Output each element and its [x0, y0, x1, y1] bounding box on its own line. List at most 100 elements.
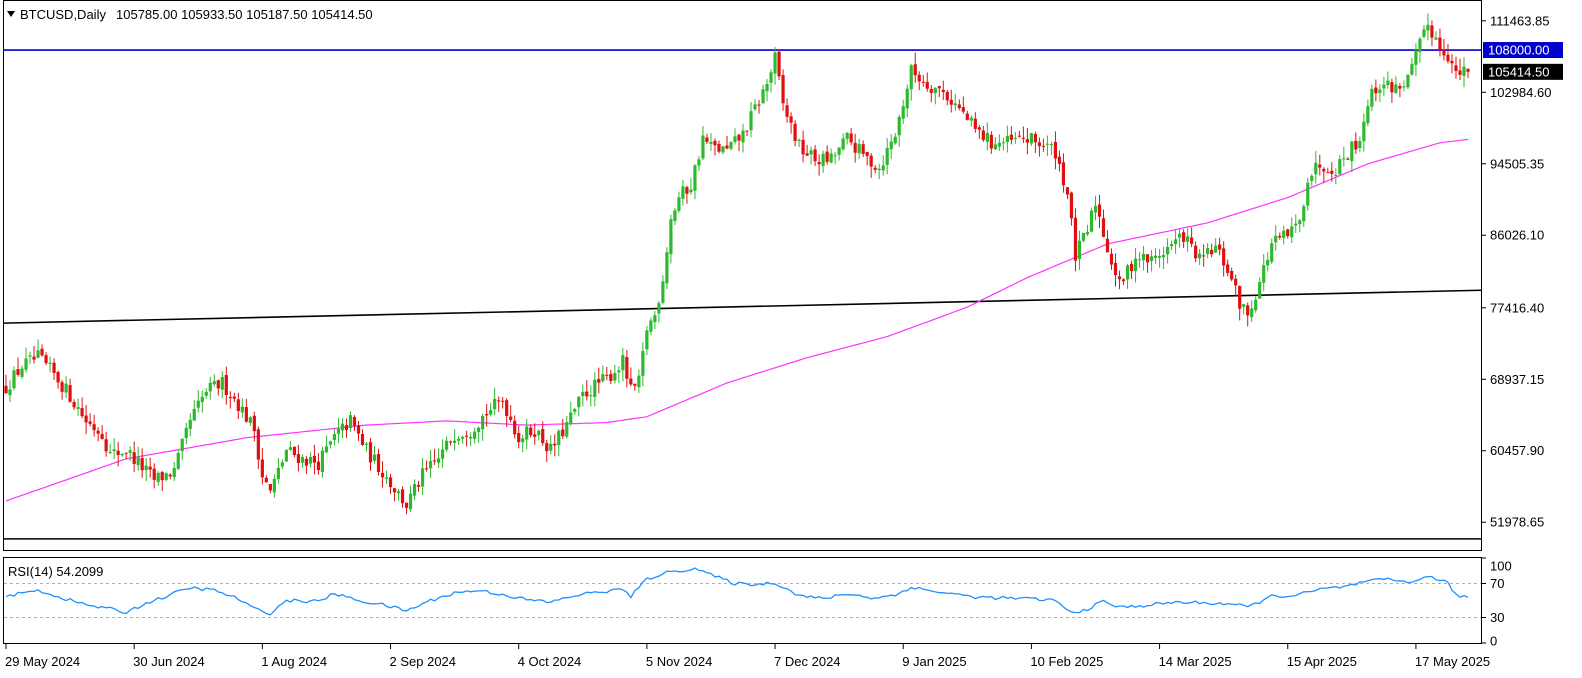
candle	[8, 380, 12, 403]
trend-line-layer	[3, 289, 1482, 324]
candle	[1041, 138, 1046, 152]
candle	[869, 153, 873, 178]
candle	[1338, 155, 1342, 176]
candle	[521, 434, 525, 453]
candle	[557, 429, 561, 457]
candle	[921, 74, 925, 87]
candle	[1105, 230, 1110, 253]
rsi-tick-label: 0	[1490, 634, 1497, 649]
candle	[20, 365, 24, 379]
candle	[713, 138, 717, 156]
candle	[461, 435, 465, 444]
candle	[1442, 38, 1446, 61]
moving-average-line	[5, 138, 1469, 502]
price-axis[interactable]: 111463.85 102984.60 94505.35 86026.10 77416.…	[1481, 13, 1551, 530]
candle	[56, 370, 60, 389]
candle	[1190, 227, 1194, 248]
candle	[929, 84, 933, 103]
rsi-tick-label: 70	[1490, 576, 1504, 591]
candle	[1370, 84, 1374, 112]
candle	[957, 99, 961, 111]
candle	[749, 101, 753, 138]
candle	[545, 440, 549, 462]
candle	[64, 376, 68, 398]
candle	[16, 357, 20, 377]
candle	[649, 317, 653, 336]
candle	[1149, 249, 1154, 272]
time-axis[interactable]: 29 May 2024 30 Jun 2024 1 Aug 2024 2 Sep 20…	[5, 644, 1490, 669]
candle	[308, 452, 313, 468]
candle	[1306, 177, 1310, 211]
candle	[92, 414, 96, 437]
candle	[773, 46, 777, 85]
candle	[825, 145, 829, 165]
candle	[1266, 252, 1270, 272]
candle	[1001, 137, 1005, 151]
last-price-label: 105414.50	[1488, 64, 1549, 79]
rsi-plot-frame	[3, 557, 1482, 644]
candle	[1137, 251, 1142, 268]
candle	[1037, 137, 1042, 157]
candle	[188, 413, 192, 437]
candle	[116, 441, 120, 467]
price-tick-label: 102984.60	[1490, 85, 1551, 100]
candle	[1214, 238, 1218, 254]
candle	[937, 85, 941, 98]
candle	[677, 191, 681, 213]
candle	[1182, 229, 1186, 248]
candle	[132, 441, 136, 472]
candle	[328, 440, 333, 449]
price-tick-label: 51978.65	[1490, 515, 1544, 530]
candle	[1270, 238, 1274, 265]
candle	[108, 443, 112, 454]
candle	[408, 485, 413, 512]
candle	[537, 429, 541, 441]
candle	[1402, 80, 1406, 92]
candle	[829, 148, 833, 164]
candle	[1234, 274, 1238, 296]
date-tick-label: 15 Apr 2025	[1287, 654, 1357, 669]
candle	[1053, 131, 1058, 170]
candle	[1354, 132, 1358, 154]
candle	[1101, 209, 1106, 238]
symbol-menu-triangle-icon[interactable]	[7, 11, 15, 17]
candle	[685, 185, 689, 204]
candle	[485, 404, 489, 427]
candle	[581, 384, 585, 407]
candle	[681, 179, 685, 206]
candle	[200, 390, 204, 413]
symbol-label[interactable]: BTCUSD,Daily	[20, 7, 106, 22]
candle	[1005, 125, 1009, 153]
candle	[865, 152, 869, 166]
date-tick-label: 17 May 2025	[1415, 654, 1490, 669]
candle	[1173, 229, 1178, 254]
support-trend-line[interactable]	[3, 289, 1482, 324]
candle	[1097, 194, 1102, 229]
horizontal-lines	[4, 49, 1481, 540]
candle	[853, 133, 857, 163]
candle	[665, 247, 669, 290]
candle	[52, 358, 56, 381]
candle	[1350, 141, 1354, 172]
candle	[549, 435, 553, 455]
candle	[1398, 83, 1402, 98]
candle	[416, 480, 421, 492]
candle	[220, 371, 224, 399]
candle	[1165, 238, 1170, 264]
candle	[1262, 254, 1266, 292]
candle	[789, 112, 793, 134]
rsi-tick-label: 100	[1490, 559, 1512, 574]
candle	[473, 427, 477, 444]
candle	[909, 63, 913, 101]
candle	[1061, 153, 1066, 193]
candle	[260, 448, 264, 485]
candle	[981, 126, 985, 142]
candle	[917, 71, 921, 91]
candle	[569, 401, 573, 426]
candle	[120, 452, 124, 457]
candle	[1406, 74, 1410, 90]
candle	[280, 459, 284, 469]
candle	[661, 275, 665, 305]
candle	[152, 463, 156, 489]
